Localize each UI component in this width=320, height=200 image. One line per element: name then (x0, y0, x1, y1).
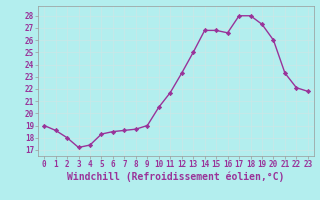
X-axis label: Windchill (Refroidissement éolien,°C): Windchill (Refroidissement éolien,°C) (67, 172, 285, 182)
